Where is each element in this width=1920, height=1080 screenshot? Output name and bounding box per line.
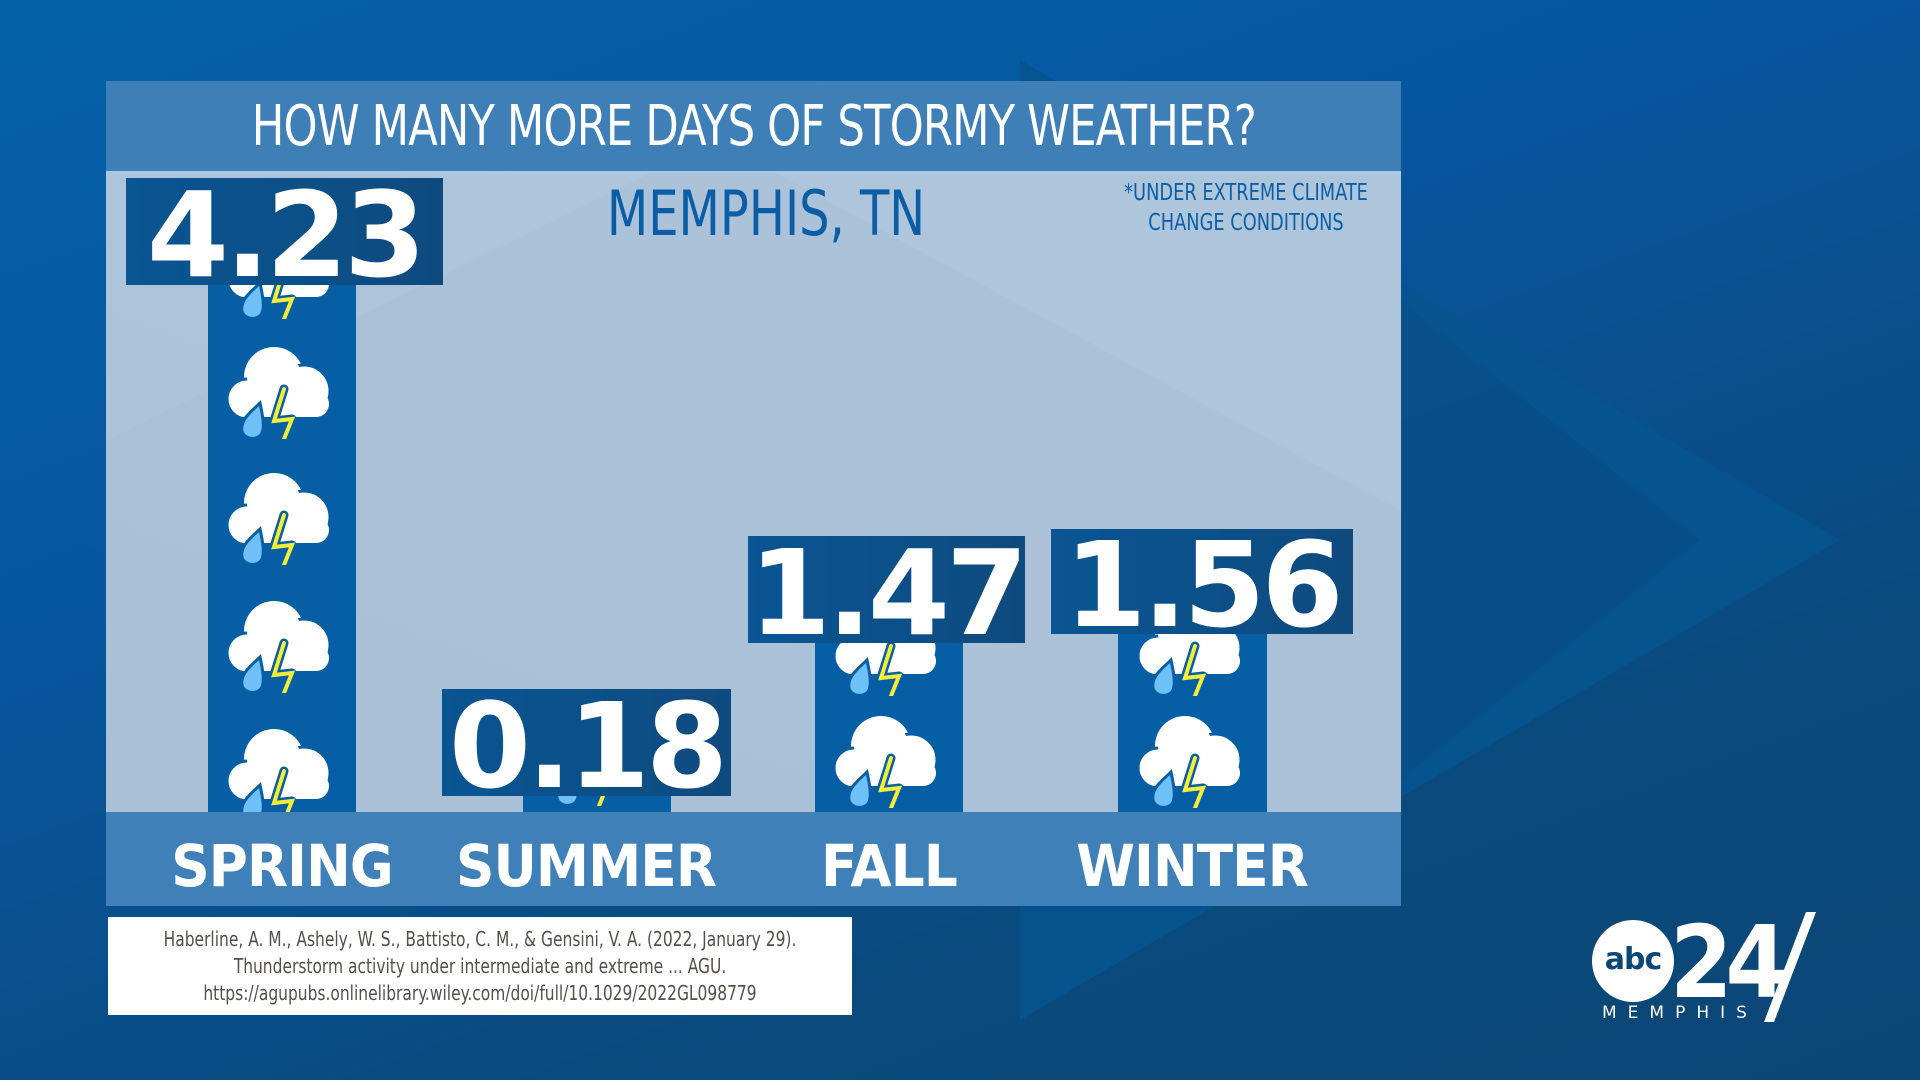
bar-winter	[1118, 629, 1267, 812]
thunderstorm-cloud-icon	[1133, 708, 1253, 808]
value-box-winter: 1.56	[1051, 526, 1353, 644]
thunderstorm-cloud-icon	[222, 721, 342, 812]
citation-line-1: Haberline, A. M., Ashely, W. S., Battist…	[163, 927, 797, 951]
note-line-2: CHANGE CONDITIONS	[1148, 210, 1344, 236]
value-box-fall: 1.47	[748, 534, 1028, 652]
title-band: HOW MANY MORE DAYS OF STORMY WEATHER?	[106, 81, 1401, 171]
footnote-annotation: *UNDER EXTREME CLIMATE CHANGE CONDITIONS	[1117, 178, 1375, 238]
abc-logo-circle: abc	[1592, 920, 1674, 1002]
logo-network: abc	[1604, 941, 1663, 977]
chart-panel: HOW MANY MORE DAYS OF STORMY WEATHER? ME…	[106, 81, 1401, 906]
location-label: MEMPHIS, TN	[606, 177, 926, 250]
logo-slash-icon	[1764, 912, 1816, 1022]
value-spring: 4.23	[146, 165, 426, 304]
value-fall: 1.47	[748, 523, 1028, 662]
value-box-summer: 0.18	[442, 687, 731, 805]
thunderstorm-cloud-icon	[222, 593, 342, 693]
source-citation: Haberline, A. M., Ashely, W. S., Battist…	[108, 917, 852, 1015]
season-label-fall: FALL	[821, 832, 958, 900]
thunderstorm-cloud-icon	[222, 339, 342, 439]
season-label-summer: SUMMER	[456, 832, 717, 900]
value-winter: 1.56	[1064, 515, 1343, 654]
value-box-spring: 4.23	[126, 176, 443, 294]
season-label-winter: WINTER	[1076, 832, 1309, 900]
chart-area-diamond-shade	[106, 141, 1401, 812]
title-divider	[106, 171, 1401, 174]
value-summer: 0.18	[448, 676, 728, 815]
chart-title: HOW MANY MORE DAYS OF STORMY WEATHER?	[251, 93, 1256, 159]
note-line-1: *UNDER EXTREME CLIMATE	[1124, 180, 1368, 206]
season-label-spring: SPRING	[171, 832, 393, 900]
logo-channel-number: 24	[1670, 904, 1788, 1021]
thunderstorm-cloud-icon	[222, 465, 342, 565]
citation-line-3: https://agupubs.onlinelibrary.wiley.com/…	[203, 981, 757, 1005]
thunderstorm-cloud-icon	[829, 708, 949, 808]
station-logo: abc 24 MEMPHIS	[1592, 904, 1822, 1025]
season-label-band: SPRING SUMMER FALL WINTER	[106, 812, 1401, 906]
logo-city: MEMPHIS	[1602, 1003, 1758, 1023]
bar-fall	[815, 636, 963, 812]
citation-line-2: Thunderstorm activity under intermediate…	[233, 954, 727, 978]
bar-spring	[208, 271, 356, 812]
